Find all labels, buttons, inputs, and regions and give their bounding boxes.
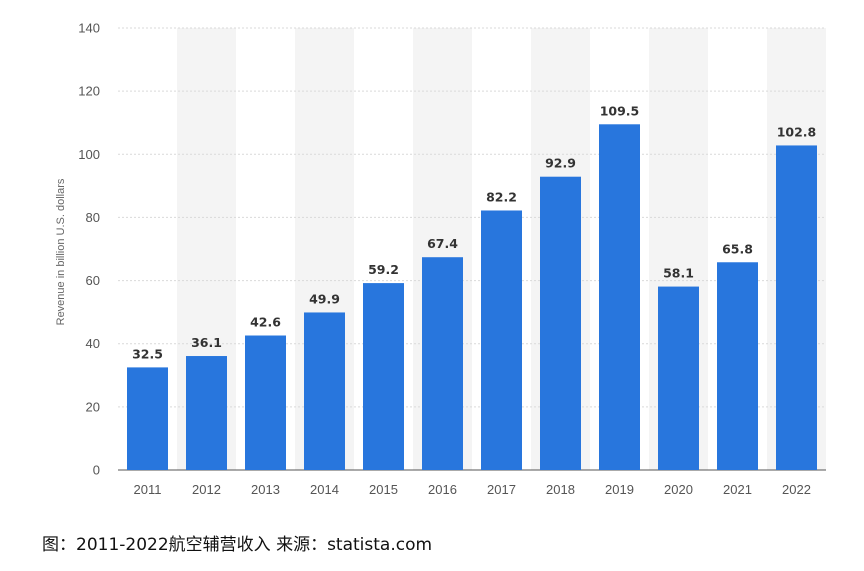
y-tick-label: 80 xyxy=(86,210,100,225)
x-tick-label: 2016 xyxy=(428,482,457,497)
data-label: 42.6 xyxy=(250,315,281,330)
y-tick-label: 100 xyxy=(78,147,100,162)
y-tick-label: 20 xyxy=(86,399,100,414)
y-tick-label: 40 xyxy=(86,336,100,351)
x-tick-label: 2019 xyxy=(605,482,634,497)
bar-chart: 0 20 40 60 80 100 120 140 2011 2012 2013 2014 2015 2… xyxy=(55,21,826,497)
y-axis-title: Revenue in billion U.S. dollars xyxy=(55,178,67,325)
bar xyxy=(658,286,699,470)
gridlines xyxy=(118,27,826,471)
x-tick-label: 2015 xyxy=(369,482,398,497)
bar xyxy=(717,262,758,470)
bar xyxy=(304,312,345,470)
data-label: 82.2 xyxy=(486,189,517,204)
y-tick-label: 140 xyxy=(78,21,100,36)
data-label: 109.5 xyxy=(600,103,640,118)
figure-caption: 图：2011-2022航空辅营收入 来源：statista.com xyxy=(42,535,433,555)
y-tick-labels: 0 20 40 60 80 100 120 140 xyxy=(78,21,100,478)
data-labels: 32.5 36.1 42.6 49.9 59.2 67.4 82.2 92.9 109.5 58.… xyxy=(132,103,816,361)
bar xyxy=(363,283,404,470)
x-tick-label: 2020 xyxy=(664,482,693,497)
bar xyxy=(481,210,522,471)
bar xyxy=(422,257,463,470)
data-label: 92.9 xyxy=(545,156,576,171)
y-tick-label: 0 xyxy=(93,463,100,478)
x-tick-label: 2014 xyxy=(310,482,339,497)
y-tick-label: 120 xyxy=(78,84,100,99)
x-tick-label: 2011 xyxy=(134,482,162,497)
data-label: 102.8 xyxy=(777,124,817,139)
data-label: 58.1 xyxy=(663,266,694,281)
x-tick-label: 2022 xyxy=(782,482,811,497)
bar xyxy=(245,335,286,470)
data-label: 49.9 xyxy=(309,291,340,306)
x-tick-label: 2021 xyxy=(723,482,752,497)
bar xyxy=(186,356,227,470)
bar xyxy=(540,176,581,471)
data-label: 67.4 xyxy=(427,236,458,251)
bar xyxy=(776,145,817,470)
data-label: 65.8 xyxy=(722,241,753,256)
x-tick-label: 2017 xyxy=(487,482,516,497)
data-label: 32.5 xyxy=(132,346,163,361)
x-tick-label: 2018 xyxy=(546,482,575,497)
x-tick-label: 2013 xyxy=(251,482,280,497)
y-tick-label: 60 xyxy=(86,273,100,288)
bar xyxy=(127,367,168,470)
data-label: 59.2 xyxy=(368,262,399,277)
bars xyxy=(127,124,817,471)
data-label: 36.1 xyxy=(191,335,222,350)
bar xyxy=(599,124,640,471)
x-tick-label: 2012 xyxy=(192,482,221,497)
x-tick-labels: 2011 2012 2013 2014 2015 2016 2017 2018 2019 2020… xyxy=(134,482,811,497)
